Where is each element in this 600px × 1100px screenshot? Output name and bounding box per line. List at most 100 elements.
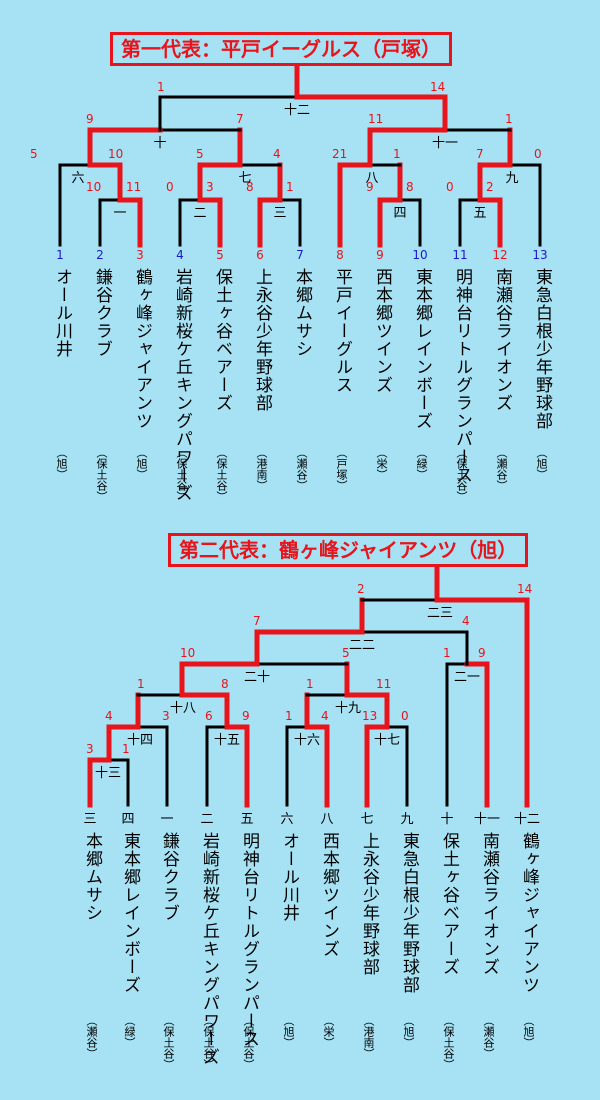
match-label: 十六 — [293, 733, 321, 748]
team-number: 10 — [412, 248, 428, 262]
team-area: （瀬谷） — [482, 1015, 495, 1059]
score: 4 — [105, 709, 113, 723]
score: 11 — [368, 112, 384, 126]
team-name: 鶴ヶ峰ジャイアンツ — [132, 268, 152, 430]
team-number: 2 — [96, 248, 104, 262]
team-area: （旭） — [535, 447, 548, 480]
score: 6 — [205, 709, 213, 723]
score: 1 — [286, 180, 294, 194]
match-label: 二 — [193, 206, 207, 221]
team-area: （旭） — [522, 1015, 535, 1048]
team-area: （港南） — [362, 1015, 375, 1059]
team-name: 鎌谷クラブ — [159, 832, 179, 922]
match-label: 四 — [393, 206, 407, 221]
score: 9 — [86, 112, 94, 126]
match-label: 十五 — [213, 733, 241, 748]
score: 0 — [446, 180, 454, 194]
score: 1 — [122, 742, 130, 756]
team-number: 四 — [121, 812, 135, 827]
match-label: 十七 — [373, 733, 401, 748]
score: 8 — [221, 677, 229, 691]
match-label: 十九 — [334, 701, 362, 716]
team-area: （旭） — [402, 1015, 415, 1048]
score: 4 — [462, 614, 470, 628]
team-number: 九 — [400, 812, 414, 827]
match-label: 九 — [505, 171, 519, 186]
team-name: 岩崎新桜ケ丘キングパワーズ — [172, 268, 192, 502]
score: 8 — [246, 180, 254, 194]
team-area: （栄） — [375, 447, 388, 480]
team-number: 6 — [256, 248, 264, 262]
score: 13 — [362, 709, 378, 723]
score: 0 — [534, 147, 542, 161]
score: 10 — [86, 180, 102, 194]
team-name: 東急白根少年野球部 — [532, 268, 552, 430]
team-area: （緑） — [123, 1015, 136, 1048]
team-name: 鶴ヶ峰ジャイアンツ — [519, 832, 539, 994]
team-name: 西本郷ツインズ — [372, 268, 392, 394]
score: 2 — [486, 180, 494, 194]
score: 8 — [406, 180, 414, 194]
match-label: 六 — [71, 171, 85, 186]
team-name: 上永谷少年野球部 — [252, 268, 272, 412]
team-area: （保土谷） — [175, 447, 188, 502]
score: 14 — [430, 80, 446, 94]
team-name: 東本郷レインボーズ — [412, 268, 432, 430]
team-name: 明神台リトルグランパース — [239, 832, 259, 1048]
score: 1 — [443, 646, 451, 660]
team-number: 三 — [83, 812, 97, 827]
team-number: 9 — [376, 248, 384, 262]
score: 11 — [126, 180, 142, 194]
team-name: 西本郷ツインズ — [319, 832, 339, 958]
match-label: 一 — [113, 206, 127, 221]
team-area: （保土谷） — [162, 1015, 175, 1070]
score: 0 — [166, 180, 174, 194]
score: 21 — [332, 147, 348, 161]
match-label: 十 — [153, 136, 167, 151]
score: 1 — [137, 677, 145, 691]
team-name: 南瀬谷ライオンズ — [492, 268, 512, 412]
team-area: （保土谷） — [455, 447, 468, 502]
score: 4 — [273, 147, 281, 161]
score: 1 — [393, 147, 401, 161]
match-label: 十一 — [431, 136, 459, 151]
score: 4 — [321, 709, 329, 723]
match-label: 十八 — [169, 701, 197, 716]
team-number: 五 — [240, 812, 254, 827]
team-area: （瀬谷） — [85, 1015, 98, 1059]
team-number: 8 — [336, 248, 344, 262]
match-label: 十二 — [283, 103, 311, 118]
team-number: 十 — [440, 812, 454, 827]
score: 3 — [86, 742, 94, 756]
team-area: （旭） — [282, 1015, 295, 1048]
team-area: （旭） — [135, 447, 148, 480]
team-area: （緑） — [415, 447, 428, 480]
team-name: 保土ヶ谷ベアーズ — [439, 832, 459, 976]
team-name: 鎌谷クラブ — [92, 268, 112, 358]
team-number: 5 — [216, 248, 224, 262]
team-name: オール川井 — [52, 268, 72, 358]
team-number: 七 — [360, 812, 374, 827]
team-name: 本郷ムサシ — [292, 268, 312, 358]
team-area: （保土谷） — [215, 447, 228, 502]
team-name: 本郷ムサシ — [82, 832, 102, 922]
bracket2-title: 第二代表：鶴ヶ峰ジャイアンツ（旭） — [168, 533, 529, 567]
score: 10 — [180, 646, 196, 660]
match-label: 七 — [238, 171, 252, 186]
team-number: 3 — [136, 248, 144, 262]
team-name: 東本郷レインボーズ — [120, 832, 140, 994]
score: 7 — [253, 614, 261, 628]
team-number: 12 — [492, 248, 508, 262]
team-name: 保土ヶ谷ベアーズ — [212, 268, 232, 412]
score: 9 — [366, 180, 374, 194]
team-name: 東急白根少年野球部 — [399, 832, 419, 994]
match-label: 二十 — [243, 670, 271, 685]
score: 1 — [285, 709, 293, 723]
team-number: 4 — [176, 248, 184, 262]
team-name: 明神台リトルグランパース — [452, 268, 472, 484]
match-label: 八 — [365, 171, 379, 186]
score: 3 — [162, 709, 170, 723]
match-label: 五 — [473, 206, 487, 221]
score: 14 — [517, 582, 533, 596]
score: 11 — [376, 677, 392, 691]
